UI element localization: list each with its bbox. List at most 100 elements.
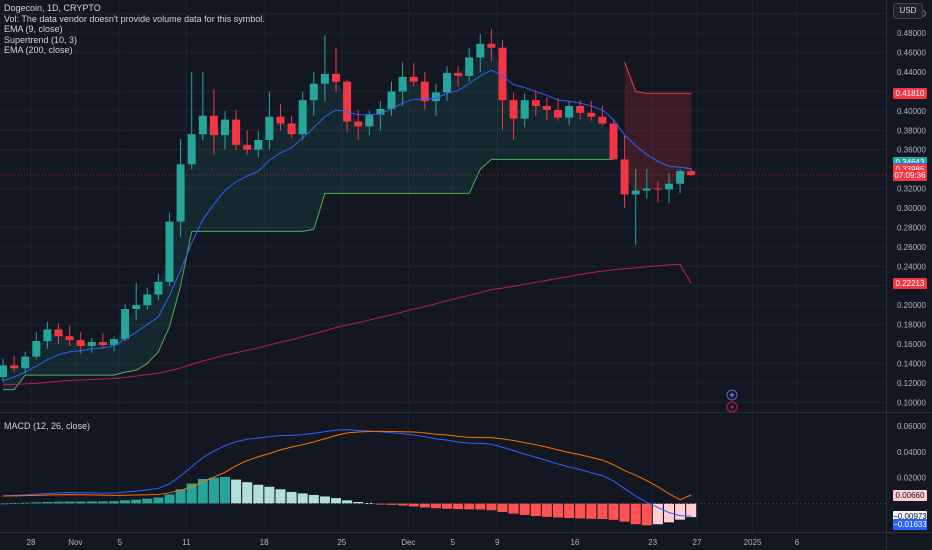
candle-body (309, 83, 318, 101)
time-tick-label: 9 (495, 538, 500, 547)
price-tick-label: 0.30000 (897, 204, 926, 213)
candle-body (265, 116, 274, 140)
candle-body (65, 336, 74, 341)
candle-body (243, 144, 252, 150)
macd-histogram-bar (519, 503, 530, 515)
macd-histogram-bar (109, 501, 119, 504)
price-tick-label: 0.44000 (897, 68, 926, 77)
plus-icon (729, 392, 735, 398)
time-tick-label: 27 (693, 538, 702, 547)
candle-body (653, 188, 662, 190)
macd-histogram-bar (652, 503, 663, 525)
candle-body (10, 365, 19, 369)
ema-slow-label[interactable]: EMA (200, close) (4, 45, 73, 55)
macd-histogram-bar (530, 503, 541, 517)
candle-body (554, 109, 562, 118)
supertrend-label[interactable]: Supertrend (10, 3) (4, 34, 78, 45)
candle-body (620, 159, 629, 195)
candle-body (209, 115, 218, 136)
candle-body (576, 106, 585, 113)
candle-body (487, 43, 496, 48)
macd-histogram-bar (53, 501, 64, 504)
candle-body (376, 108, 385, 115)
price-tick-label: 0.48000 (897, 29, 926, 38)
candle-body (665, 183, 673, 190)
macd-histogram-bar (397, 503, 408, 506)
macd-histogram-bar (97, 501, 108, 504)
ema-200-line (2, 263, 692, 386)
candle-body (454, 72, 463, 76)
macd-histogram-bar (430, 503, 441, 509)
price-tag: −0.00973 (893, 510, 927, 522)
price-tick-label: 0.28000 (897, 223, 926, 232)
candle-body (187, 134, 196, 165)
candle-body (276, 116, 285, 124)
candle-body (43, 329, 52, 342)
macd-histogram-bar (286, 491, 297, 504)
ema-9-path (2, 69, 692, 382)
candle-body (365, 114, 374, 127)
price-tick-label: 0.16000 (897, 340, 926, 349)
ema-9-line (2, 69, 692, 382)
candle-body (387, 91, 396, 109)
time-tick-label: 28 (27, 538, 36, 547)
candle-body (332, 73, 340, 82)
candle-body (132, 305, 141, 310)
price-tick-label: 0.24000 (897, 262, 926, 271)
macd-histogram-bar (164, 494, 175, 504)
ema-fast-label[interactable]: EMA (9, close) (4, 24, 63, 34)
candle-body (32, 341, 41, 357)
macd-histogram-bar (9, 503, 20, 505)
macd-tick-label: 0.06000 (897, 422, 926, 431)
price-tick-label: 0.20000 (897, 301, 926, 310)
candle-body (398, 76, 407, 92)
candle-body (687, 171, 696, 175)
candle-body (21, 356, 30, 369)
candle-body (498, 47, 507, 101)
symbol-title[interactable]: Dogecoin, 1D, CRYPTO (4, 3, 101, 13)
macd-histogram-bar (31, 502, 42, 504)
add-plus-icon[interactable] (726, 389, 738, 401)
macd-histogram-bar (253, 484, 264, 504)
candles (0, 29, 696, 382)
candle-body (232, 119, 241, 145)
candle-body (254, 140, 263, 150)
macd-histogram-bar (153, 497, 164, 504)
candle-body (587, 112, 596, 117)
alert-lightning-icon[interactable] (726, 401, 738, 413)
candle-body (165, 221, 174, 282)
candle-body (598, 116, 607, 124)
price-tick-label: 0.40000 (897, 107, 926, 116)
time-axis: 28 Nov 5 11 18 25 Dec 5 9 16 23 27 2025 6 (27, 538, 800, 547)
candle-body (631, 190, 640, 195)
macd-histogram-bar (197, 478, 208, 504)
macd-histogram-bar (308, 495, 319, 504)
macd-histogram-bar (131, 499, 142, 504)
candle-body (609, 123, 618, 160)
macd-histogram-bar (641, 503, 652, 526)
time-tick-label: 18 (260, 538, 269, 547)
price-tag: 0.41810 (893, 87, 927, 99)
candle-body (110, 339, 118, 345)
candle-body (176, 164, 185, 222)
time-tick-label: 25 (337, 538, 346, 547)
time-tick-label: Nov (68, 538, 82, 547)
macd-histogram-bar (120, 500, 131, 504)
macd-histogram-bar (275, 489, 286, 504)
macd-legend[interactable]: MACD (12, 26, close) (4, 421, 91, 431)
candle-body (221, 119, 229, 136)
candle-body (98, 342, 107, 345)
price-tick-label: 0.10000 (897, 398, 926, 407)
macd-tick-label: 0.04000 (897, 448, 926, 457)
price-tick-label: 0.14000 (897, 359, 926, 368)
time-tick-label: Dec (401, 538, 415, 547)
macd-histogram-bar (419, 503, 430, 508)
macd-histogram-bar (608, 503, 619, 520)
currency-button[interactable]: USD (893, 3, 923, 19)
macd-histogram-bar (497, 503, 508, 512)
macd-histogram-bar (375, 503, 386, 505)
candle-body (121, 309, 130, 340)
pane-icons (726, 389, 738, 413)
macd-histogram-bar (553, 503, 563, 518)
